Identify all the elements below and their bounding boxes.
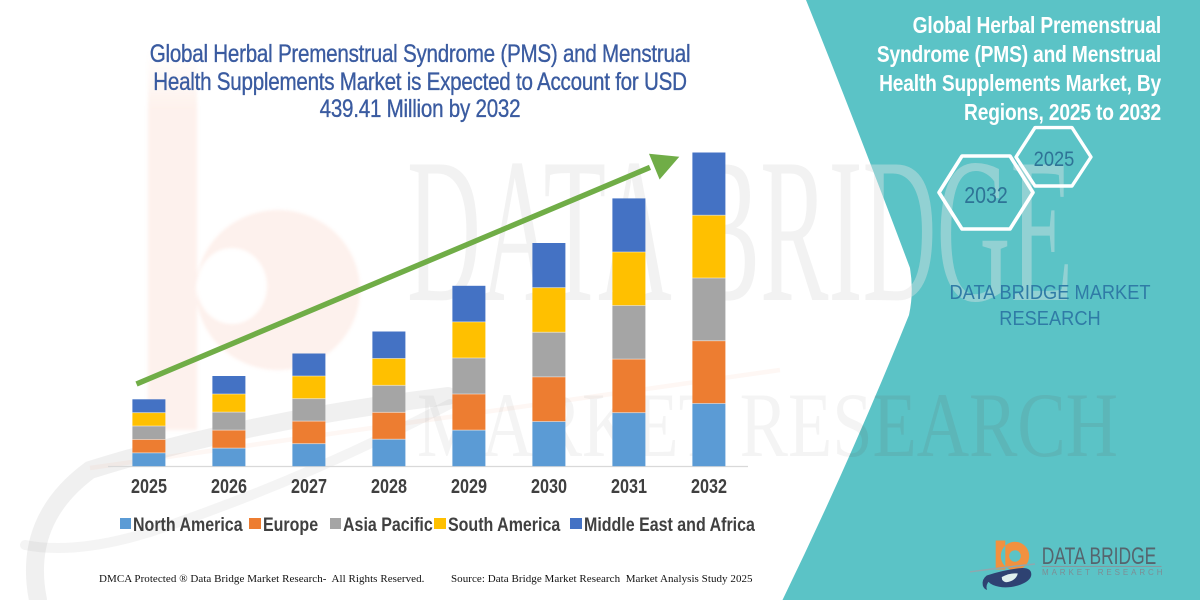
svg-text:DATA BRIDGE: DATA BRIDGE xyxy=(1042,543,1157,569)
svg-text:MARKET RESEARCH: MARKET RESEARCH xyxy=(1042,568,1165,577)
